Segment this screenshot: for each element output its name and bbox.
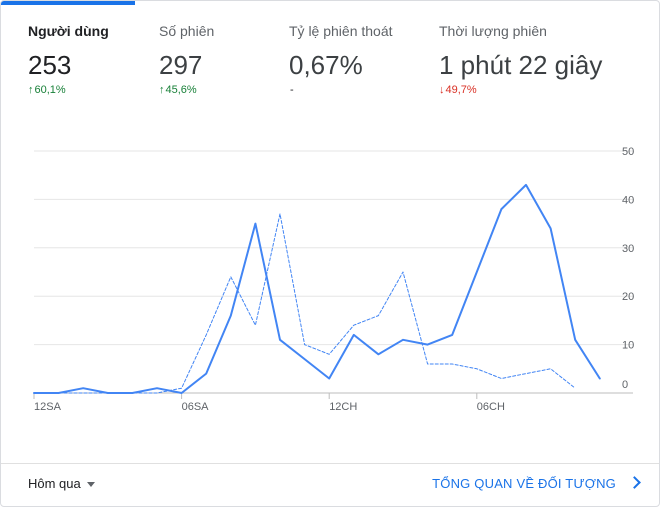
- x-tick-label: 06SA: [182, 401, 210, 413]
- metric-delta: -: [289, 84, 393, 98]
- trend-arrow-icon: ↓: [439, 84, 445, 96]
- metric-label: Thời lượng phiên: [439, 23, 547, 39]
- metric-value: 0,67%: [289, 50, 363, 80]
- metric-tab-users[interactable]: Người dùng 253 ↑60,1%: [28, 23, 109, 98]
- metric-label: Số phiên: [159, 23, 215, 39]
- y-tick-label: 50: [622, 146, 634, 158]
- metric-delta: ↑60,1%: [28, 84, 109, 98]
- y-tick-label: 20: [622, 291, 634, 303]
- comparison-series-line: [33, 213, 576, 394]
- audience-overview-link[interactable]: TỔNG QUAN VỀ ĐỐI TƯỢNG: [432, 476, 641, 491]
- metric-tab-bounce-rate[interactable]: Tỷ lệ phiên thoát 0,67% -: [289, 23, 393, 98]
- y-tick-label: 10: [622, 340, 634, 352]
- metric-tab-sessions[interactable]: Số phiên 297 ↑45,6%: [159, 23, 214, 98]
- metric-value: 253: [28, 50, 72, 80]
- metric-delta-value: 49,7%: [445, 84, 477, 96]
- primary-series-line: [33, 183, 601, 394]
- active-metric-indicator: [1, 1, 135, 5]
- metric-value: 297: [159, 50, 203, 80]
- audience-overview-label: TỔNG QUAN VỀ ĐỐI TƯỢNG: [432, 476, 616, 491]
- y-tick-label: 0: [622, 379, 628, 391]
- caret-down-icon: [86, 482, 95, 488]
- metric-value: 1 phút 22 giây: [439, 50, 603, 80]
- x-tick-label: 12SA: [34, 401, 62, 413]
- metric-label: Người dùng: [28, 23, 109, 39]
- trend-arrow-icon: ↑: [159, 84, 165, 96]
- x-tick-label: 12CH: [329, 401, 357, 413]
- y-tick-label: 40: [622, 194, 634, 206]
- date-range-dropdown[interactable]: Hôm qua: [28, 476, 95, 491]
- y-tick-label: 30: [622, 243, 634, 255]
- card-footer: Hôm qua TỔNG QUAN VỀ ĐỐI TƯỢNG: [1, 463, 659, 506]
- date-range-label: Hôm qua: [28, 476, 81, 491]
- users-line-chart: 0 10 20 30 40 50 12SA 06SA 12CH 06CH: [33, 146, 634, 413]
- x-tick-label: 06CH: [477, 401, 505, 413]
- metric-delta-value: 45,6%: [165, 84, 197, 96]
- chevron-right-icon: [628, 476, 641, 489]
- metric-delta: ↑45,6%: [159, 84, 214, 98]
- metric-delta-value: -: [290, 84, 294, 96]
- metric-tab-session-duration[interactable]: Thời lượng phiên 1 phút 22 giây ↓49,7%: [439, 23, 602, 98]
- metric-delta: ↓49,7%: [439, 84, 602, 98]
- metric-delta-value: 60,1%: [34, 84, 66, 96]
- trend-arrow-icon: ↑: [28, 84, 34, 96]
- metric-label: Tỷ lệ phiên thoát: [289, 23, 393, 39]
